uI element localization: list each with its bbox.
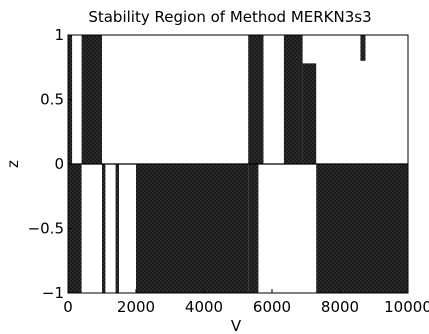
y-tick-label: −1 [42,284,64,302]
x-tick-label: 10000 [384,298,429,316]
stability-regions [68,35,408,293]
x-tick-label: 2000 [117,298,155,316]
y-tick-label: 1 [54,26,64,44]
y-axis-ticks: −1 −0.5 0 0.5 1 [28,26,72,302]
x-tick-label: 0 [63,298,73,316]
x-tick-label: 4000 [185,298,223,316]
x-tick-label: 8000 [321,298,359,316]
y-tick-label: −0.5 [28,220,64,238]
x-axis-ticks: 0 2000 4000 6000 8000 10000 [63,289,429,316]
upper-region-4 [283,35,303,164]
chart-title: Stability Region of Method MERKN3s3 [88,8,371,26]
lower-region-2 [102,164,106,293]
lower-region-1 [68,164,82,293]
upper-region-3 [248,35,264,164]
x-axis-label: V [231,317,242,334]
upper-region-4b [302,63,317,164]
x-tick-label: 6000 [253,298,291,316]
lower-region-5 [248,164,259,293]
lower-region-4 [136,164,249,293]
lower-region-3 [115,164,119,293]
upper-region-5 [360,35,366,61]
y-axis-label: z [4,160,22,168]
y-tick-label: 0 [54,155,64,173]
y-tick-label: 0.5 [40,91,64,109]
upper-region-2 [81,35,102,164]
lower-region-6 [316,164,408,293]
